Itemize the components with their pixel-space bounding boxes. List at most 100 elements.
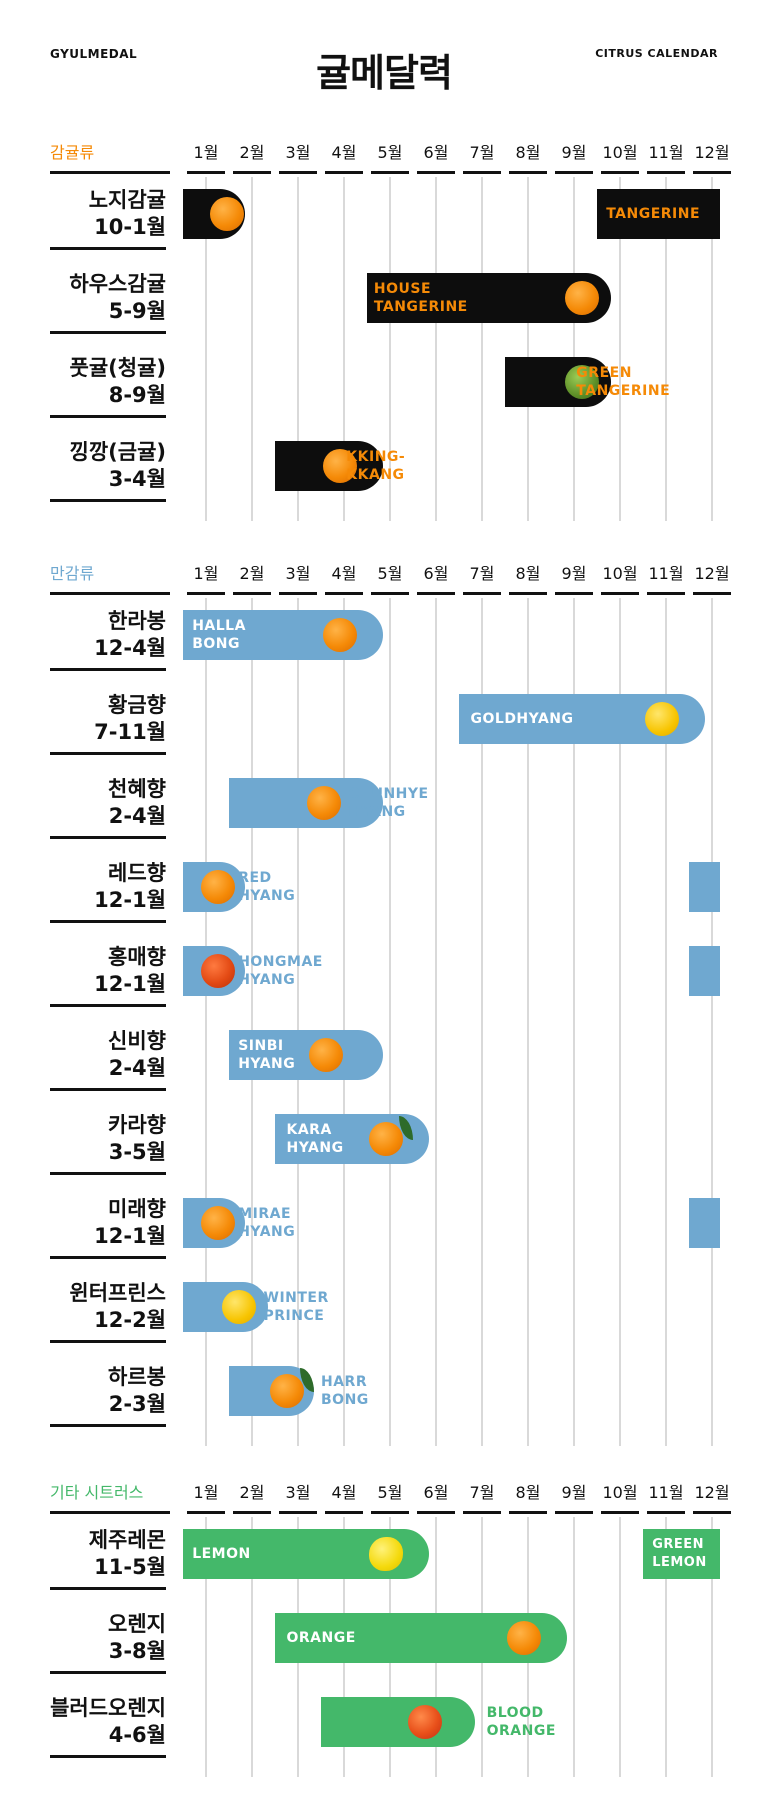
fruit-name-label: 신비향 2-4월 xyxy=(50,1028,166,1091)
month-gridline xyxy=(251,1517,253,1777)
fruit-name-label: 낑깡(금귤) 3-4월 xyxy=(50,439,166,502)
month-header: 5월 xyxy=(371,1479,409,1514)
month-gridline xyxy=(343,598,345,1446)
fruit-name-label: 풋귤(청귤) 8-9월 xyxy=(50,355,166,418)
month-gridline xyxy=(297,177,299,521)
lemon-fruit-icon xyxy=(369,1537,403,1571)
variety-name-en: KKING- KKANG xyxy=(346,449,406,483)
month-header: 8월 xyxy=(509,139,547,174)
tangerine-fruit-icon xyxy=(270,1374,305,1408)
month-gridline xyxy=(205,598,207,1446)
season-bar xyxy=(643,1529,720,1579)
fruit-name-label: 홍매향 12-1월 xyxy=(50,944,166,1007)
fruit-name-label: 윈터프린스 12-2월 xyxy=(50,1280,166,1343)
fruit-name: 카라향 xyxy=(108,1113,166,1137)
fruit-name-label: 한라봉 12-4월 xyxy=(50,608,166,671)
fruit-name: 하우스감귤 xyxy=(69,272,166,296)
month-gridline xyxy=(573,1517,575,1777)
variety-name-en: GREEN TANGERINE xyxy=(576,365,671,399)
section-hybrid: 만감류 1월 2월 3월 4월 5월 6월 7월 8월 9월 10월 11월 12월 한라봉 12-4월 HA… xyxy=(0,554,768,1446)
fruit-name: 한라봉 xyxy=(108,609,166,633)
fruit-name-label: 오렌지 3-8월 xyxy=(50,1611,166,1674)
month-header: 5월 xyxy=(371,560,409,595)
month-gridline xyxy=(619,1517,621,1777)
season-bar xyxy=(689,946,720,996)
month-gridline xyxy=(389,598,391,1446)
month-gridline xyxy=(389,177,391,521)
month-gridline xyxy=(619,598,621,1446)
month-header: 8월 xyxy=(509,1479,547,1514)
month-header: 3월 xyxy=(279,1479,317,1514)
variety-name-en: ORANGE xyxy=(286,1630,356,1646)
season-range: 7-11월 xyxy=(94,720,166,744)
fruit-name-label: 하우스감귤 5-9월 xyxy=(50,271,166,334)
fruit-name-label: 카라향 3-5월 xyxy=(50,1112,166,1175)
month-header: 12월 xyxy=(693,1479,731,1514)
fruit-name: 황금향 xyxy=(108,693,166,717)
month-header: 9월 xyxy=(555,1479,593,1514)
month-header: 12월 xyxy=(693,139,731,174)
month-gridline xyxy=(435,177,437,521)
month-gridline xyxy=(711,598,713,1446)
month-header: 7월 xyxy=(463,139,501,174)
variety-name-en: HARR BONG xyxy=(321,1374,369,1408)
variety-name-en: HOUSE TANGERINE xyxy=(373,281,468,315)
fruit-name-label: 레드향 12-1월 xyxy=(50,860,166,923)
month-header: 11월 xyxy=(647,1479,685,1514)
month-gridline xyxy=(481,177,483,521)
fruit-name: 낑깡(금귤) xyxy=(69,440,166,464)
section-mandarin: 감귤류 1월 2월 3월 4월 5월 6월 7월 8월 9월 10월 11월 12월 노지감귤 10-1월 T… xyxy=(0,133,768,539)
season-range: 2-4월 xyxy=(108,804,166,828)
fruit-name: 제주레몬 xyxy=(88,1528,166,1552)
tangerine-fruit-icon xyxy=(323,618,357,652)
month-header: 3월 xyxy=(279,560,317,595)
fruit-name-label: 제주레몬 11-5월 xyxy=(50,1527,166,1590)
month-header: 10월 xyxy=(601,560,639,595)
page-title: 귤메달력 xyxy=(316,51,453,95)
month-header: 7월 xyxy=(463,1479,501,1514)
tangerine-fruit-icon xyxy=(306,786,341,820)
month-gridline xyxy=(665,598,667,1446)
section-other-citrus: 기타 시트러스 1월 2월 3월 4월 5월 6월 7월 8월 9월 10월 11월 12월 제주레몬 11… xyxy=(0,1473,768,1813)
month-header: 1월 xyxy=(187,139,225,174)
month-gridline xyxy=(573,177,575,521)
season-range: 12-1월 xyxy=(94,888,166,912)
month-gridline xyxy=(481,598,483,1446)
month-gridline xyxy=(251,177,253,521)
variety-name-en: LEMON xyxy=(192,1546,251,1562)
variety-name-en-secondary: GREEN LEMON xyxy=(652,1537,707,1570)
month-gridline xyxy=(711,1517,713,1777)
fruit-name-label: 미래향 12-1월 xyxy=(50,1196,166,1259)
fruit-name: 신비향 xyxy=(108,1029,166,1053)
month-gridline xyxy=(711,177,713,521)
month-header: 1월 xyxy=(187,560,225,595)
month-gridline xyxy=(435,598,437,1446)
season-bar xyxy=(229,778,384,828)
month-gridline xyxy=(527,598,529,1446)
fruit-name: 하르봉 xyxy=(108,1365,166,1389)
season-bar xyxy=(321,1697,476,1747)
season-range: 12-1월 xyxy=(94,972,166,996)
variety-name-en: RED HYANG xyxy=(238,870,296,904)
season-range: 12-2월 xyxy=(94,1308,166,1332)
month-gridline xyxy=(297,598,299,1446)
season-bar xyxy=(689,862,720,912)
season-range: 3-4월 xyxy=(108,467,166,491)
fruit-name-label: 하르봉 2-3월 xyxy=(50,1364,166,1427)
fruit-name: 오렌지 xyxy=(108,1612,166,1636)
variety-name-en: CHUNHYE HYANG xyxy=(348,786,429,820)
tangerine-fruit-icon xyxy=(564,281,599,315)
fruit-name-label: 천혜향 2-4월 xyxy=(50,776,166,839)
month-header: 11월 xyxy=(647,560,685,595)
month-header: 6월 xyxy=(417,139,455,174)
variety-name-en: HONGMAE HYANG xyxy=(238,954,323,988)
month-header: 12월 xyxy=(693,560,731,595)
fruit-name: 레드향 xyxy=(108,861,166,885)
season-bar xyxy=(689,1198,720,1248)
season-range: 11-5월 xyxy=(94,1555,166,1579)
fruit-name: 홍매향 xyxy=(108,945,166,969)
variety-name-en: KARA HYANG xyxy=(286,1122,344,1156)
brand-logo-left: GYULMEDAL xyxy=(50,47,138,61)
month-header: 11월 xyxy=(647,139,685,174)
variety-name-en: MIRAE HYANG xyxy=(238,1206,296,1240)
